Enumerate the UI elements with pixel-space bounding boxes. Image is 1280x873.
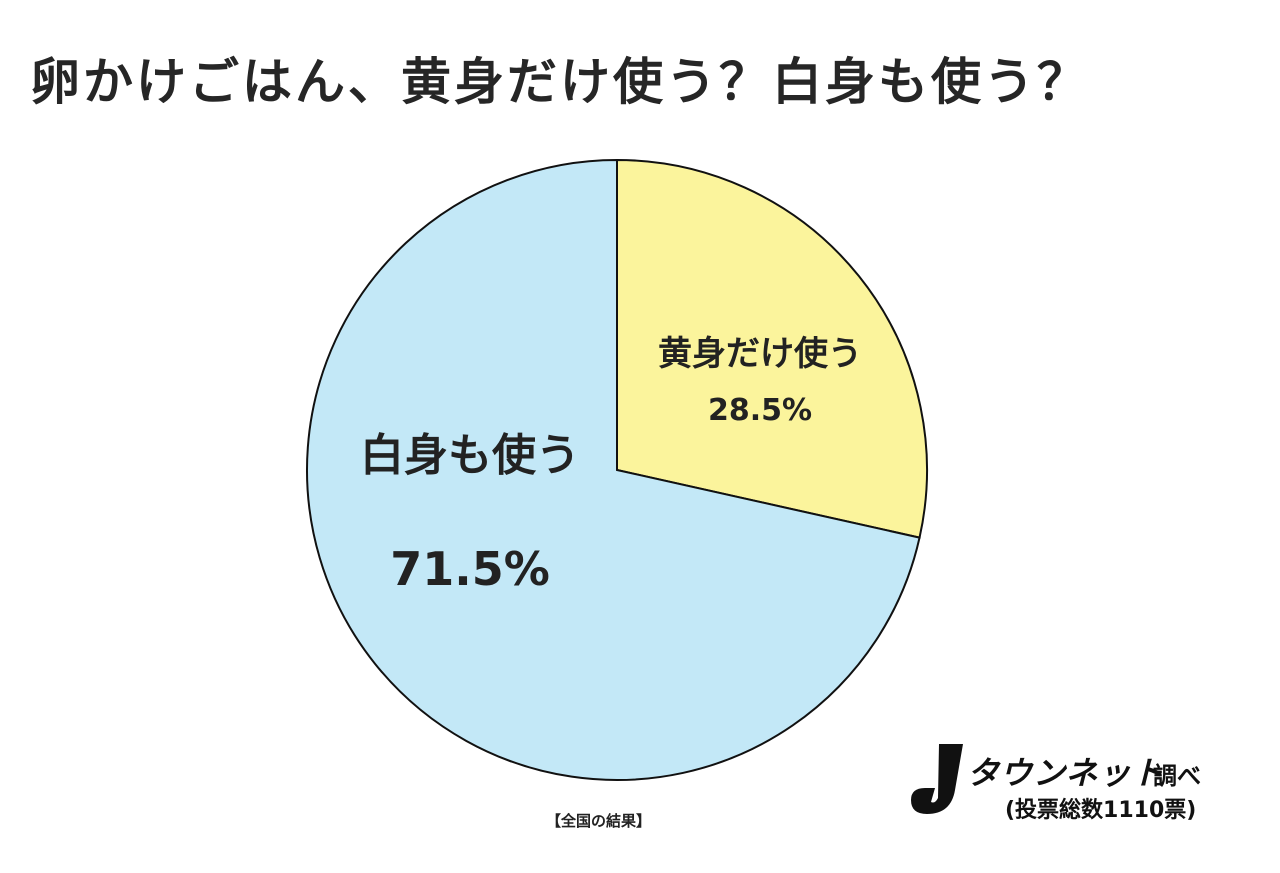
pie-slice-2 (306, 158, 921, 781)
pie-slices (306, 158, 928, 781)
pie-labels: 黄身だけ使う 28.5% 白身も使う 71.5% (360, 334, 862, 596)
source-brand: タウンネット (967, 754, 1165, 792)
vote-count: (投票総数1110票) (1005, 798, 1197, 823)
slice-label-2: 白身も使う (360, 430, 580, 481)
chart-title: 卵かけごはん、黄身だけ使う？白身も使う？ (30, 53, 1090, 111)
source-suffix: 調べ (1153, 762, 1201, 790)
slice-value-2: 71.5% (390, 542, 550, 596)
source-logo: タウンネット 調べ (投票総数1110票) (905, 740, 1235, 830)
pie-slice-1 (616, 158, 928, 539)
j-logo-icon (911, 744, 963, 814)
slice-label-1: 黄身だけ使う (658, 334, 862, 374)
slice-value-1: 28.5% (708, 393, 812, 428)
scope-footnote: 【全国の結果】 (546, 812, 652, 830)
